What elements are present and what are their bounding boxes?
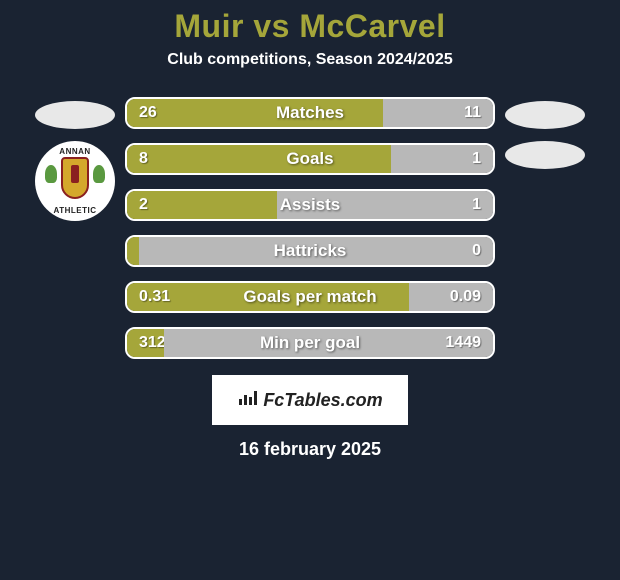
date-label: 16 february 2025	[239, 439, 381, 460]
stat-left-value: 312	[139, 334, 166, 352]
stat-bar: 0 0 Hattricks	[125, 235, 495, 267]
stat-label: Matches	[276, 103, 344, 123]
stat-left-segment: 0	[127, 237, 139, 265]
left-club-badge: ANNAN ATHLETIC	[35, 141, 115, 221]
stat-label: Goals	[286, 149, 333, 169]
annan-athletic-crest: ANNAN ATHLETIC	[43, 149, 107, 213]
stat-label: Hattricks	[274, 241, 347, 261]
stat-label: Goals per match	[243, 287, 376, 307]
stat-bar: 0.31 0.09 Goals per match	[125, 281, 495, 313]
stat-right-segment: 0.09	[409, 283, 493, 311]
right-badges-column	[505, 97, 585, 169]
stat-right-segment: 11	[383, 99, 493, 127]
stat-bar: 2 1 Assists	[125, 189, 495, 221]
stat-right-value: 11	[464, 104, 481, 122]
logo-text: FcTables.com	[237, 389, 382, 412]
stat-left-segment: 312	[127, 329, 164, 357]
club-name-top: ANNAN	[43, 147, 107, 156]
club-name-bottom: ATHLETIC	[43, 206, 107, 215]
stat-right-value: 1	[472, 196, 481, 214]
stat-left-segment: 2	[127, 191, 277, 219]
stat-left-value: 8	[139, 150, 148, 168]
thistle-icon	[93, 165, 105, 183]
left-badges-column: ANNAN ATHLETIC	[35, 97, 115, 221]
chart-icon	[237, 389, 259, 412]
stat-right-value: 1	[472, 150, 481, 168]
stat-right-value: 0	[472, 242, 481, 260]
right-club-placeholder	[505, 141, 585, 169]
stat-left-value: 2	[139, 196, 148, 214]
stat-bar: 312 1449 Min per goal	[125, 327, 495, 359]
infographic-container: Muir vs McCarvel Club competitions, Seas…	[0, 0, 620, 580]
logo-label: FcTables.com	[263, 390, 382, 411]
stat-bar: 26 11 Matches	[125, 97, 495, 129]
left-flag-placeholder	[35, 101, 115, 129]
stat-left-value: 26	[139, 104, 157, 122]
stat-right-value: 1449	[445, 334, 481, 352]
right-flag-placeholder	[505, 101, 585, 129]
stat-label: Min per goal	[260, 333, 360, 353]
stat-right-segment: 1	[391, 145, 493, 173]
stats-area: ANNAN ATHLETIC 26 11 Matches 8 1 Goals 2 1 Assis…	[0, 97, 620, 359]
page-subtitle: Club competitions, Season 2024/2025	[167, 51, 452, 69]
shield-icon	[61, 157, 89, 199]
stat-right-value: 0.09	[450, 288, 481, 306]
stat-label: Assists	[280, 195, 340, 215]
stat-left-segment: 8	[127, 145, 391, 173]
stat-bar: 8 1 Goals	[125, 143, 495, 175]
page-title: Muir vs McCarvel	[174, 8, 445, 45]
fctables-logo: FcTables.com	[212, 375, 408, 425]
stat-bars-column: 26 11 Matches 8 1 Goals 2 1 Assists 0 0 Hattricks 0.…	[125, 97, 495, 359]
thistle-icon	[45, 165, 57, 183]
stat-left-value: 0.31	[139, 288, 170, 306]
stat-left-segment: 26	[127, 99, 383, 127]
